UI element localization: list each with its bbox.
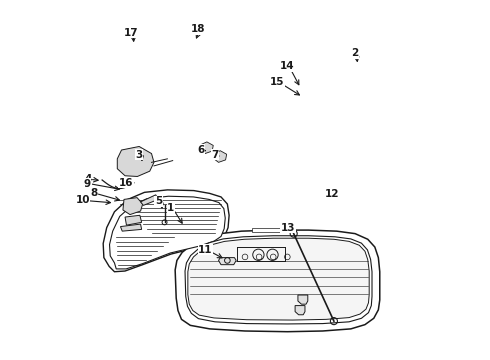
Text: 13: 13 (281, 222, 295, 233)
Text: 3: 3 (136, 150, 143, 159)
Text: 12: 12 (325, 189, 340, 199)
Text: 17: 17 (124, 27, 139, 37)
Text: 16: 16 (119, 178, 133, 188)
Polygon shape (185, 236, 372, 324)
Text: 11: 11 (198, 245, 213, 255)
Polygon shape (175, 230, 380, 332)
Polygon shape (121, 224, 142, 231)
Text: 18: 18 (191, 24, 206, 34)
Polygon shape (110, 196, 225, 269)
Polygon shape (123, 198, 143, 215)
Text: 14: 14 (280, 62, 294, 71)
Polygon shape (188, 238, 369, 320)
Polygon shape (298, 295, 308, 304)
Polygon shape (141, 195, 158, 206)
Text: 7: 7 (211, 150, 219, 159)
Polygon shape (295, 306, 305, 315)
Text: 8: 8 (90, 188, 98, 198)
Text: 4: 4 (84, 174, 92, 184)
Text: 6: 6 (197, 145, 204, 155)
Polygon shape (125, 215, 142, 225)
Text: 9: 9 (83, 179, 91, 189)
Text: 10: 10 (75, 195, 90, 206)
Bar (252, 228, 284, 232)
Polygon shape (103, 190, 229, 272)
Text: 1: 1 (167, 203, 174, 213)
Text: 5: 5 (155, 196, 162, 206)
Text: 2: 2 (351, 48, 358, 58)
Polygon shape (200, 142, 213, 154)
Polygon shape (219, 258, 236, 265)
Polygon shape (117, 147, 154, 176)
Text: 15: 15 (270, 77, 284, 87)
Polygon shape (214, 151, 227, 162)
